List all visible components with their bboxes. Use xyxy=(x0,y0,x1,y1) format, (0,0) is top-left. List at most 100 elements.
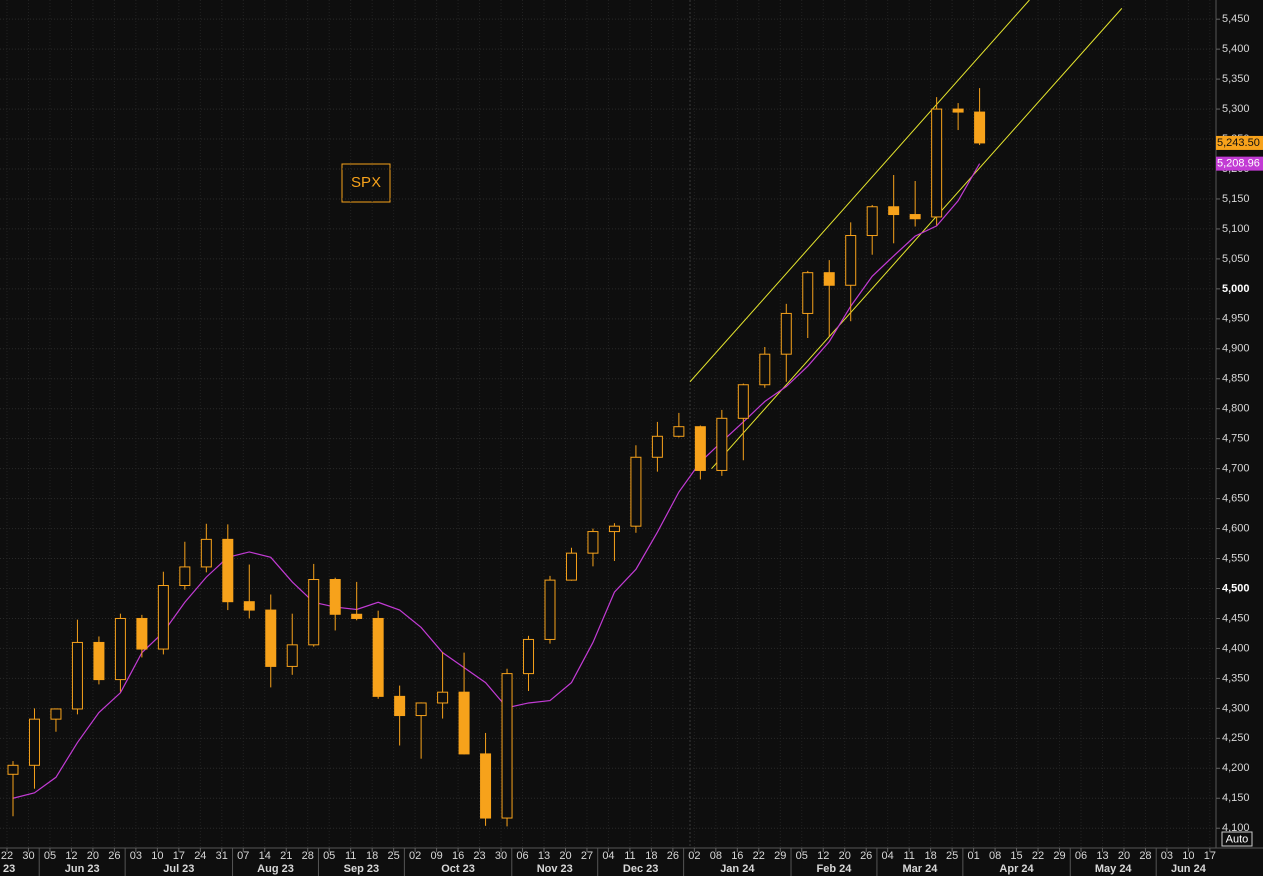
y-tick-label: 4,800 xyxy=(1222,403,1250,415)
candle-body xyxy=(329,579,341,615)
x-tick-label: 06 xyxy=(516,850,528,862)
x-tick-label: 11 xyxy=(624,850,635,862)
month-label: Mar 24 xyxy=(902,863,938,875)
y-tick-label: 5,100 xyxy=(1222,223,1250,235)
month-label: Oct 23 xyxy=(441,863,475,875)
candle-body xyxy=(71,641,83,710)
x-tick-label: 27 xyxy=(581,850,593,862)
x-tick-label: 13 xyxy=(538,850,550,862)
y-tick-label: 4,400 xyxy=(1222,642,1250,654)
candle-body xyxy=(200,538,212,568)
x-tick-label: 28 xyxy=(1139,850,1151,862)
candle-body xyxy=(630,456,642,527)
y-tick-label: 4,600 xyxy=(1222,522,1250,534)
candle-body xyxy=(544,579,556,640)
x-tick-label: 04 xyxy=(602,850,614,862)
y-tick-label: 4,500 xyxy=(1222,582,1250,594)
candle-body xyxy=(866,206,878,237)
y-tick-label: 4,250 xyxy=(1222,732,1250,744)
month-label: Dec 23 xyxy=(623,863,658,875)
candle-body xyxy=(222,538,234,603)
x-tick-label: 03 xyxy=(1161,850,1173,862)
candle-body xyxy=(480,753,492,819)
price-tag-label: 5,243.50 xyxy=(1217,137,1260,149)
y-tick-label: 4,200 xyxy=(1222,762,1250,774)
x-tick-label: 20 xyxy=(87,850,99,862)
candle-body xyxy=(974,111,986,144)
candle-body xyxy=(952,108,964,113)
auto-button-label[interactable]: Auto xyxy=(1226,833,1249,845)
x-tick-label: 11 xyxy=(345,850,356,862)
candle-body xyxy=(243,601,255,611)
price-tag xyxy=(1216,156,1263,171)
x-tick-label: 20 xyxy=(559,850,571,862)
candle-body xyxy=(114,617,126,681)
x-tick-label: 21 xyxy=(280,850,292,862)
x-tick-label: 12 xyxy=(817,850,829,862)
x-tick-label: 04 xyxy=(882,850,894,862)
candle-body xyxy=(308,579,320,646)
candle-body xyxy=(501,673,513,819)
x-tick-label: 22 xyxy=(753,850,765,862)
candle-body xyxy=(759,353,771,386)
y-tick-label: 5,400 xyxy=(1222,43,1250,55)
x-tick-label: 06 xyxy=(1075,850,1087,862)
y-tick-label: 4,850 xyxy=(1222,373,1250,385)
month-label: Nov 23 xyxy=(537,863,573,875)
x-tick-label: 12 xyxy=(65,850,77,862)
candle-body xyxy=(802,272,814,314)
x-tick-label: 23 xyxy=(473,850,485,862)
x-tick-label: 07 xyxy=(237,850,249,862)
auto-button[interactable] xyxy=(1221,831,1253,847)
candle-body xyxy=(587,531,599,554)
month-label: Jan 24 xyxy=(720,863,755,875)
candle-body xyxy=(7,764,19,775)
x-tick-label: 24 xyxy=(194,850,206,862)
annotation: SPX xyxy=(351,174,381,191)
month-label: Sep 23 xyxy=(344,863,379,875)
month-label: Aug 23 xyxy=(257,863,294,875)
month-label: Feb 24 xyxy=(817,863,853,875)
candle-body xyxy=(694,426,706,471)
candle-body xyxy=(651,435,663,458)
x-tick-label: 29 xyxy=(1053,850,1065,862)
month-label: Apr 24 xyxy=(999,863,1034,875)
candle-body xyxy=(716,417,728,471)
x-tick-label: 14 xyxy=(259,850,271,862)
x-tick-label: 11 xyxy=(903,850,914,862)
annotation-box xyxy=(341,163,391,203)
x-tick-label: 05 xyxy=(44,850,56,862)
candle-body xyxy=(415,702,427,717)
y-tick-label: 4,550 xyxy=(1222,552,1250,564)
y-tick-label: 4,300 xyxy=(1222,702,1250,714)
candle-body xyxy=(673,426,685,437)
x-tick-label: 16 xyxy=(731,850,743,862)
candle-body xyxy=(394,695,406,717)
month-label: Jun 24 xyxy=(1171,863,1207,875)
x-tick-label: 18 xyxy=(366,850,378,862)
x-tick-label: 29 xyxy=(774,850,786,862)
x-tick-label: 08 xyxy=(989,850,1001,862)
x-tick-label: 03 xyxy=(130,850,142,862)
y-tick-label: 4,650 xyxy=(1222,493,1250,505)
month-label: Jul 23 xyxy=(163,863,194,875)
candle-body xyxy=(179,566,191,587)
x-tick-label: 30 xyxy=(495,850,507,862)
x-tick-label: 20 xyxy=(839,850,851,862)
x-tick-label: 02 xyxy=(409,850,421,862)
x-tick-label: 08 xyxy=(710,850,722,862)
y-tick-label: 5,350 xyxy=(1222,73,1250,85)
candle-body xyxy=(93,641,105,681)
candle-body xyxy=(136,617,148,650)
x-tick-label: 18 xyxy=(645,850,657,862)
x-tick-label: 26 xyxy=(108,850,120,862)
y-tick-label: 4,900 xyxy=(1222,343,1250,355)
x-tick-label: 31 xyxy=(216,850,228,862)
month-label: May 24 xyxy=(1095,863,1133,875)
candle-body xyxy=(909,214,921,220)
x-tick-label: 25 xyxy=(388,850,400,862)
x-tick-label: 01 xyxy=(967,850,979,862)
x-tick-label: 26 xyxy=(860,850,872,862)
